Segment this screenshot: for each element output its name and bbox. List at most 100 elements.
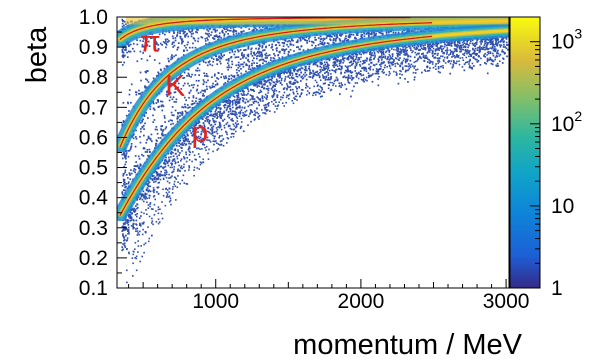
scatter-point: [269, 84, 272, 86]
scatter-point: [183, 49, 185, 52]
scatter-point: [130, 219, 133, 222]
scatter-point: [128, 44, 130, 46]
scatter-point: [250, 48, 252, 51]
scatter-point: [270, 79, 273, 81]
scatter-point: [261, 98, 264, 100]
scatter-point: [157, 44, 160, 46]
scatter-point: [484, 39, 487, 41]
scatter-point: [127, 226, 130, 229]
scatter-point: [383, 71, 385, 74]
scatter-point: [282, 94, 285, 97]
scatter-point: [382, 51, 385, 54]
scatter-point: [183, 44, 186, 47]
scatter-point: [389, 55, 391, 57]
scatter-point: [135, 257, 138, 260]
scatter-point: [261, 96, 263, 99]
scatter-point: [308, 76, 311, 78]
scatter-point: [346, 40, 348, 42]
scatter-point: [165, 191, 168, 194]
scatter-point: [309, 71, 311, 74]
scatter-point: [345, 35, 347, 37]
scatter-point: [326, 61, 328, 64]
scatter-point: [377, 59, 380, 62]
scatter-point: [259, 55, 261, 58]
scatter-point: [463, 63, 466, 66]
scatter-point: [135, 255, 138, 258]
scatter-point: [240, 53, 243, 55]
scatter-point: [204, 75, 206, 77]
scatter-point: [280, 79, 283, 82]
scatter-point: [273, 111, 276, 113]
scatter-point: [357, 57, 360, 59]
scatter-point: [452, 55, 454, 57]
scatter-point: [437, 62, 439, 65]
scatter-point: [208, 35, 210, 38]
scatter-point: [428, 59, 430, 61]
scatter-point: [186, 32, 188, 35]
scatter-point: [409, 47, 412, 50]
scatter-point: [189, 31, 192, 33]
scatter-point: [229, 110, 232, 112]
scatter-point: [489, 39, 492, 42]
scatter-point: [202, 142, 204, 144]
plot-area: πKp: [116, 16, 510, 289]
scatter-point: [235, 124, 238, 126]
scatter-point: [388, 49, 391, 52]
scatter-point: [377, 72, 380, 75]
scatter-point: [323, 38, 326, 40]
scatter-point: [321, 87, 323, 89]
scatter-point: [385, 73, 388, 76]
scatter-point: [140, 211, 143, 214]
scatter-point: [248, 28, 251, 30]
scatter-point: [139, 230, 141, 233]
scatter-point: [181, 106, 183, 108]
scatter-point: [295, 95, 298, 98]
scatter-point: [438, 49, 440, 51]
scatter-point: [308, 65, 311, 68]
scatter-point: [396, 46, 399, 49]
scatter-point: [399, 48, 402, 50]
scatter-point: [220, 52, 223, 55]
scatter-point: [135, 129, 137, 132]
scatter-point: [128, 45, 130, 47]
scatter-point: [263, 96, 266, 98]
scatter-point: [149, 202, 152, 204]
scatter-point: [493, 48, 495, 51]
scatter-point: [483, 54, 485, 56]
scatter-point: [442, 65, 444, 67]
scatter-point: [458, 63, 461, 66]
scatter-point: [127, 102, 129, 105]
scatter-point: [460, 46, 463, 49]
scatter-point: [172, 152, 174, 154]
scatter-point: [128, 89, 131, 91]
scatter-point: [218, 111, 221, 113]
scatter-point: [165, 160, 168, 163]
scatter-point: [373, 31, 375, 34]
scatter-point: [437, 52, 439, 55]
scatter-point: [319, 42, 322, 45]
scatter-point: [405, 50, 407, 53]
scatter-point: [354, 36, 356, 39]
scatter-point: [177, 149, 179, 151]
scatter-point: [253, 114, 255, 116]
scatter-point: [472, 48, 474, 51]
scatter-point: [272, 103, 275, 105]
scatter-point: [211, 76, 213, 78]
scatter-point: [284, 40, 287, 42]
scatter-point: [206, 64, 209, 67]
scatter-point: [291, 100, 294, 102]
scatter-point: [210, 133, 213, 135]
scatter-point: [501, 37, 503, 40]
scatter-point: [341, 33, 343, 35]
scatter-point: [175, 178, 178, 180]
scatter-point: [233, 125, 236, 127]
scatter-point: [231, 63, 234, 66]
scatter-point: [363, 67, 365, 70]
scatter-point: [158, 181, 160, 184]
scatter-point: [446, 47, 449, 49]
scatter-point: [360, 74, 363, 77]
scatter-point: [159, 42, 162, 45]
scatter-point: [316, 85, 319, 87]
scatter-point: [215, 34, 218, 37]
scatter-point: [177, 82, 180, 85]
